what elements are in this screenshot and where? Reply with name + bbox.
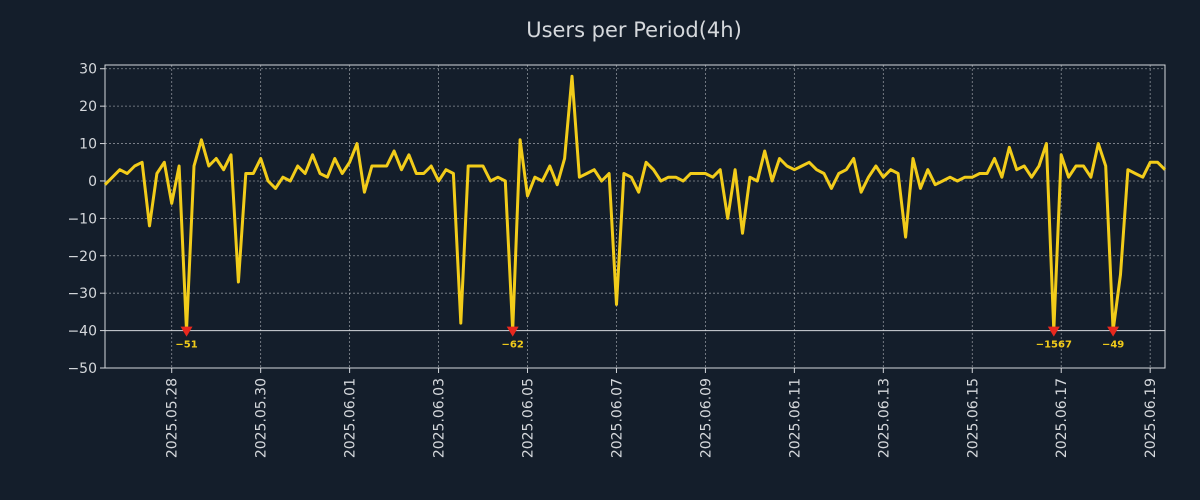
clipped-marker <box>1107 326 1120 337</box>
x-tick-label: 2025.06.05 <box>521 378 537 458</box>
x-tick-label: 2025.06.13 <box>876 378 892 458</box>
x-tick-label: 2025.05.30 <box>254 378 270 458</box>
y-tick-label: −40 <box>67 324 97 340</box>
y-tick-label: −20 <box>67 249 97 265</box>
x-tick-label: 2025.06.17 <box>1054 378 1070 458</box>
series-layer <box>103 74 1167 333</box>
clipped-value-label: −49 <box>1102 340 1124 351</box>
x-tick-label: 2025.06.07 <box>609 378 625 458</box>
y-tick-label: −10 <box>67 211 97 227</box>
x-tick-label: 2025.06.19 <box>1143 378 1159 458</box>
marker-layer: −51 −62 −1567 −49 <box>175 326 1124 351</box>
x-tick-label: 2025.05.28 <box>165 378 181 458</box>
y-tick-label: 20 <box>79 99 97 115</box>
series-line-users <box>103 74 1167 333</box>
y-tick-label: 10 <box>79 137 97 153</box>
x-tick-label: 2025.06.09 <box>698 378 714 458</box>
clipped-value-label: −62 <box>502 340 524 351</box>
x-tick-label: 2025.06.01 <box>343 378 359 458</box>
clipped-marker <box>180 326 193 337</box>
clipped-marker <box>1047 326 1060 337</box>
chart-title: Users per Period(4h) <box>526 18 742 42</box>
x-tick-label: 2025.06.15 <box>965 378 981 458</box>
x-tick-label: 2025.06.11 <box>787 378 803 458</box>
tick-layer: 30 20 10 0 −10 −20 −30 −40 −50 2025.05.28 2025.05.… <box>67 62 1159 458</box>
clipped-marker <box>506 326 519 337</box>
x-tick-label: 2025.06.03 <box>432 378 448 458</box>
y-tick-label: −30 <box>67 286 97 302</box>
y-tick-label: 0 <box>88 174 97 190</box>
axis-layer <box>100 64 1166 373</box>
grid-layer <box>105 65 1165 369</box>
y-tick-label: −50 <box>67 361 97 377</box>
plot-frame <box>104 64 1166 369</box>
y-tick-label: 30 <box>79 62 97 78</box>
clipped-value-label: −1567 <box>1036 340 1072 351</box>
clipped-value-label: −51 <box>175 340 197 351</box>
